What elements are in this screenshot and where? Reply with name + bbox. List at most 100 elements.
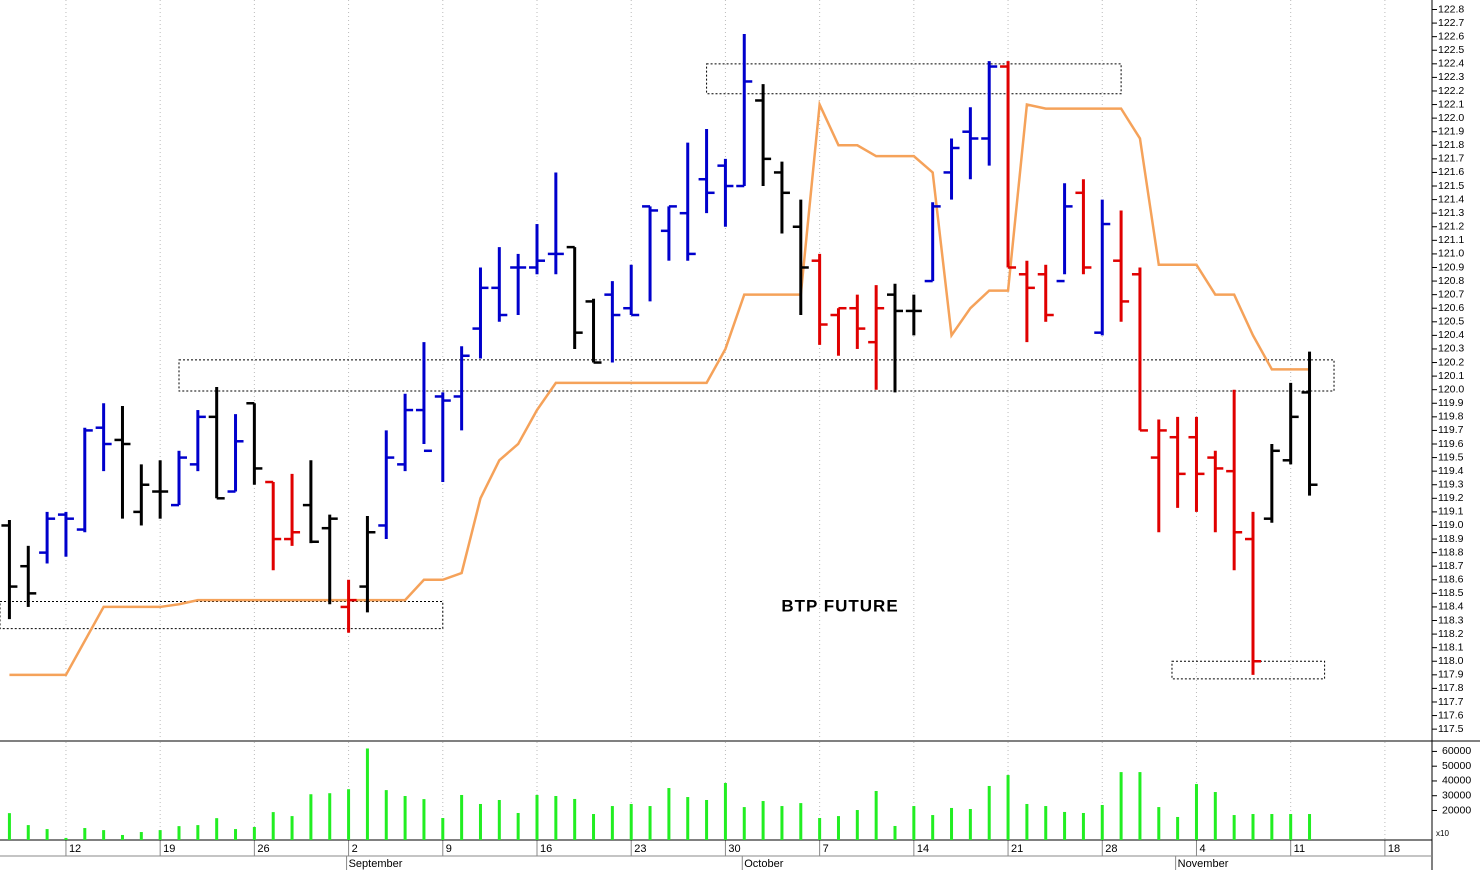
y-tick-label: 119.5: [1438, 451, 1464, 463]
volume-bar: [610, 806, 614, 840]
y-tick-label: 117.9: [1438, 669, 1464, 681]
x-tick-label: 18: [1388, 843, 1400, 855]
y-tick-label: 122.0: [1438, 112, 1464, 124]
x-tick-label: 23: [634, 843, 646, 855]
y-tick-label: 121.9: [1438, 125, 1464, 137]
volume-bar: [648, 806, 652, 840]
y-tick-label: 30000: [1442, 789, 1471, 801]
y-tick-label: 119.2: [1438, 492, 1464, 504]
y-tick-label: 117.6: [1438, 709, 1464, 721]
y-tick-label: 122.1: [1438, 98, 1464, 110]
y-tick-label: 118.3: [1438, 614, 1464, 626]
volume-bar: [1025, 803, 1029, 840]
stop-line: [9, 99, 1310, 677]
y-tick-label: 119.4: [1438, 465, 1464, 477]
y-tick-label: 120.2: [1438, 356, 1464, 368]
volume-bar: [422, 799, 426, 840]
y-tick-label: 121.7: [1438, 153, 1464, 165]
y-tick-label: 120.8: [1438, 275, 1464, 287]
volume-bar: [1081, 812, 1085, 840]
y-tick-label: 118.7: [1438, 560, 1464, 572]
volume-bar: [968, 809, 972, 840]
y-tick-label: 119.3: [1438, 479, 1464, 491]
y-tick-label: 50000: [1442, 760, 1471, 772]
volume-bar: [1063, 811, 1067, 840]
volume-multiplier: x10: [1436, 829, 1449, 838]
y-tick-label: 122.2: [1438, 85, 1464, 97]
volume-bar: [460, 794, 464, 840]
volume-bar: [45, 829, 49, 840]
volume-bar: [1119, 772, 1123, 840]
volume-bar: [742, 807, 746, 840]
y-tick-label: 118.2: [1438, 628, 1464, 640]
volume-bar: [629, 803, 633, 840]
volume-bar: [1100, 805, 1104, 840]
volume-bar: [1213, 792, 1217, 840]
volume-bar: [1157, 807, 1161, 840]
zone: [706, 63, 1122, 95]
volume-bar: [328, 793, 332, 840]
y-tick-label: 121.2: [1438, 221, 1464, 233]
volume-bar: [818, 818, 822, 840]
y-tick-label: 118.1: [1438, 641, 1464, 653]
y-tick-label: 120.0: [1438, 383, 1464, 395]
volume-bar: [667, 788, 671, 840]
volume-bar: [271, 812, 275, 840]
y-tick-label: 120.3: [1438, 343, 1464, 355]
volume-bar: [478, 803, 482, 840]
y-tick-label: 117.7: [1438, 696, 1464, 708]
month-label: November: [1178, 858, 1229, 870]
volume-bar: [64, 837, 68, 840]
y-tick-label: 119.7: [1438, 424, 1464, 436]
y-tick-label: 121.8: [1438, 139, 1464, 151]
volume-bar: [234, 829, 238, 840]
volume-bar: [196, 825, 200, 840]
volume-bar: [403, 796, 407, 840]
volume-bar: [1044, 806, 1048, 840]
volume-bar: [1006, 775, 1010, 840]
x-tick-label: 30: [728, 843, 740, 855]
y-tick-label: 121.4: [1438, 193, 1464, 205]
y-tick-label: 119.9: [1438, 397, 1464, 409]
y-tick-label: 120.5: [1438, 316, 1464, 328]
y-tick-label: 120.6: [1438, 302, 1464, 314]
volume-bar: [120, 834, 124, 840]
volume-bar: [705, 799, 709, 840]
volume-bar: [497, 799, 501, 840]
x-tick-label: 4: [1199, 843, 1205, 855]
volume-bar: [177, 826, 181, 840]
volume-bar: [912, 806, 916, 840]
zone: [0, 601, 444, 630]
volume-bar: [761, 801, 765, 840]
y-tick-label: 120.4: [1438, 329, 1464, 341]
y-tick-label: 119.1: [1438, 506, 1464, 518]
volume-bar: [290, 816, 294, 840]
y-tick-label: 121.0: [1438, 248, 1464, 260]
volume-bar: [158, 830, 162, 840]
y-tick-label: 118.6: [1438, 574, 1464, 586]
x-tick-label: 12: [69, 843, 81, 855]
volume-bar: [535, 794, 539, 840]
volume-bar: [987, 785, 991, 840]
y-tick-label: 60000: [1442, 745, 1471, 757]
x-tick-label: 11: [1294, 843, 1305, 855]
volume-bar: [83, 828, 87, 840]
volume-bar: [26, 825, 30, 840]
x-tick-label: 9: [446, 843, 452, 855]
volume-bar: [554, 796, 558, 840]
y-tick-label: 117.8: [1438, 682, 1464, 694]
y-tick-label: 120.9: [1438, 261, 1464, 273]
y-tick-label: 120.1: [1438, 370, 1464, 382]
x-tick-label: 7: [823, 843, 829, 855]
volume-bar: [309, 794, 313, 840]
volume-bar: [573, 798, 577, 840]
volume-bar: [1308, 814, 1312, 840]
month-label: October: [744, 858, 783, 870]
volume-bar: [215, 818, 219, 840]
y-tick-label: 120.7: [1438, 288, 1464, 300]
y-tick-label: 20000: [1442, 804, 1471, 816]
y-tick-label: 122.5: [1438, 44, 1464, 56]
y-tick-label: 119.0: [1438, 519, 1464, 531]
